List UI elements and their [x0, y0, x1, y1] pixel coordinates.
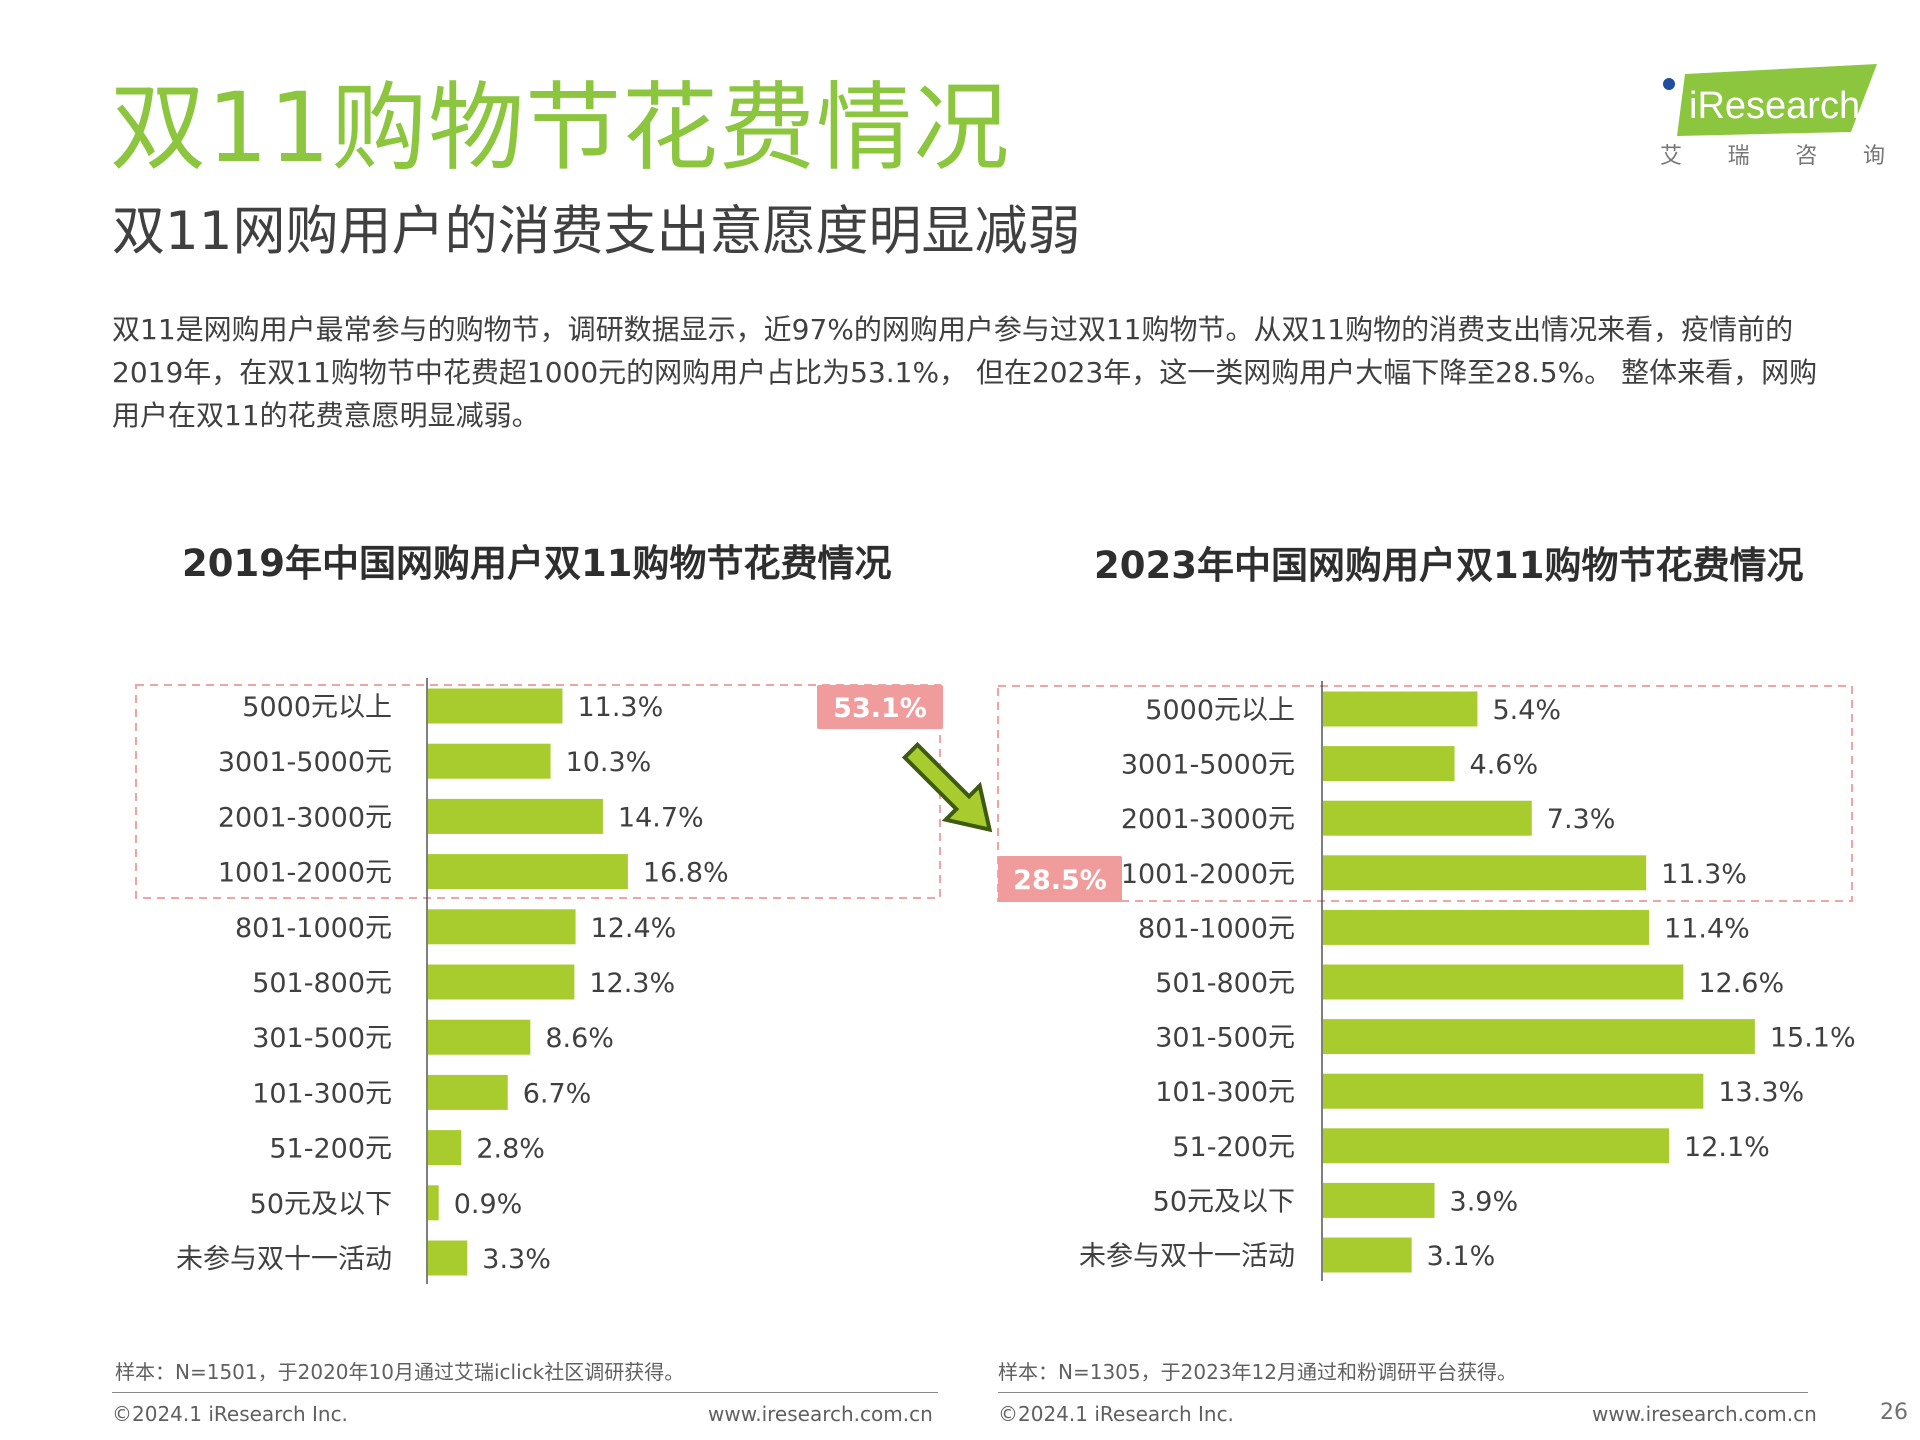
bar-2019: [428, 1019, 531, 1055]
logo-sub-char: 艾: [1660, 144, 1683, 169]
category-label-2019: 5000元以上: [242, 692, 392, 723]
logo-banner: [1677, 64, 1877, 136]
logo-sub-char: 瑞: [1727, 144, 1750, 169]
value-label-2023: 3.1%: [1427, 1241, 1496, 1272]
bar-2019: [428, 743, 551, 779]
category-label-2023: 2001-3000元: [1121, 804, 1295, 835]
logo-sub-char: 询: [1862, 144, 1885, 169]
logo-brand-text: iResearch: [1689, 85, 1860, 127]
bar-2023: [1323, 909, 1650, 945]
category-label-2023: 501-800元: [1155, 968, 1295, 999]
footer-divider-right: [998, 1392, 1808, 1393]
category-label-2019: 501-800元: [252, 968, 392, 999]
footer-copyright-left: ©2024.1 iResearch Inc.: [112, 1402, 348, 1426]
chart-title-2023: 2023年中国网购用户双11购物节花费情况: [1094, 544, 1804, 587]
value-label-2023: 11.4%: [1664, 913, 1750, 944]
value-label-2023: 12.6%: [1698, 968, 1784, 999]
decline-arrow-shape: [901, 741, 993, 833]
category-label-2019: 3001-5000元: [218, 747, 392, 778]
category-label-2019: 301-500元: [252, 1023, 392, 1054]
bar-2019: [428, 1185, 439, 1221]
category-label-2019: 801-1000元: [235, 913, 392, 944]
value-label-2019: 11.3%: [577, 692, 663, 723]
category-label-2019: 2001-3000元: [218, 802, 392, 833]
bar-2023: [1323, 691, 1478, 727]
bar-2023: [1323, 800, 1532, 836]
footer-divider-left: [112, 1392, 938, 1393]
value-label-2019: 8.6%: [545, 1023, 614, 1054]
bar-2019: [428, 909, 576, 945]
page-title: 双11购物节花费情况: [110, 72, 1011, 184]
bar-2019: [428, 854, 628, 890]
value-label-2023: 5.4%: [1492, 695, 1561, 726]
sample-note-2019: 样本：N=1501，于2020年10月通过艾瑞iclick社区调研获得。: [115, 1360, 685, 1384]
page-subtitle: 双11网购用户的消费支出意愿度明显减弱: [112, 201, 1081, 262]
bar-2019: [428, 964, 575, 1000]
bar-2023: [1323, 1073, 1704, 1109]
highlight-box-2023: [997, 685, 1853, 902]
value-label-2023: 12.1%: [1684, 1132, 1770, 1163]
footer-url-left: www.iresearch.com.cn: [708, 1402, 933, 1426]
value-label-2023: 4.6%: [1470, 750, 1539, 781]
bar-2023: [1323, 1128, 1670, 1164]
category-label-2019: 1001-2000元: [218, 858, 392, 889]
highlight-badge-2019: [817, 685, 943, 729]
category-label-2023: 301-500元: [1155, 1023, 1295, 1054]
category-label-2023: 1001-2000元: [1121, 859, 1295, 890]
bar-2023: [1323, 1019, 1755, 1055]
value-label-2019: 3.3%: [482, 1244, 551, 1275]
highlight-badge-label-2019: 53.1%: [833, 693, 927, 724]
bar-2019: [428, 798, 603, 834]
logo-sub-char: 咨: [1795, 144, 1818, 169]
iresearch-logo: iResearch: [1663, 64, 1877, 136]
logo-subtitle: 艾 瑞 咨 询: [1660, 138, 1885, 170]
highlight-badge-label-2023: 28.5%: [1013, 865, 1107, 896]
bar-2023: [1323, 855, 1647, 891]
bar-2023: [1323, 1182, 1435, 1218]
value-label-2019: 12.3%: [589, 968, 675, 999]
category-label-2023: 801-1000元: [1138, 913, 1295, 944]
value-label-2019: 6.7%: [523, 1078, 592, 1109]
sample-note-2023: 样本：N=1305，于2023年12月通过和粉调研平台获得。: [998, 1360, 1517, 1384]
value-label-2019: 16.8%: [643, 858, 729, 889]
value-label-2019: 12.4%: [591, 913, 677, 944]
bar-2019: [428, 1130, 462, 1166]
value-label-2019: 2.8%: [476, 1134, 545, 1165]
page-number: 26: [1880, 1400, 1908, 1425]
chart-title-2019: 2019年中国网购用户双11购物节花费情况: [182, 542, 892, 585]
category-label-2023: 3001-5000元: [1121, 750, 1295, 781]
category-label-2019: 未参与双十一活动: [176, 1244, 392, 1275]
bar-2023: [1323, 746, 1455, 782]
category-label-2023: 5000元以上: [1145, 695, 1295, 726]
category-label-2023: 51-200元: [1172, 1132, 1295, 1163]
bar-2019: [428, 688, 563, 724]
highlight-badge-2023: [998, 856, 1122, 902]
footer-copyright-right: ©2024.1 iResearch Inc.: [998, 1402, 1234, 1426]
charts-svg: 5000元以上 11.3% 3001-5000元 10.3% 2001-3000元 14.…: [135, 678, 1856, 1284]
value-label-2023: 3.9%: [1450, 1186, 1519, 1217]
category-label-2019: 50元及以下: [250, 1189, 392, 1220]
value-label-2023: 15.1%: [1770, 1023, 1856, 1054]
logo-dot: [1663, 78, 1675, 90]
value-label-2023: 13.3%: [1718, 1077, 1804, 1108]
category-label-2023: 50元及以下: [1153, 1186, 1295, 1217]
bar-2019: [428, 1074, 508, 1110]
category-label-2023: 未参与双十一活动: [1079, 1241, 1295, 1272]
decline-arrow-icon: [901, 741, 993, 833]
category-label-2019: 51-200元: [269, 1134, 392, 1165]
footer-url-right: www.iresearch.com.cn: [1592, 1402, 1817, 1426]
value-label-2019: 14.7%: [618, 802, 704, 833]
value-label-2019: 0.9%: [454, 1189, 523, 1220]
category-label-2019: 101-300元: [252, 1078, 392, 1109]
value-label-2023: 11.3%: [1661, 859, 1747, 890]
bar-2023: [1323, 964, 1684, 1000]
intro-paragraph: 双11是网购用户最常参与的购物节，调研数据显示，近97%的网购用户参与过双11购…: [112, 313, 1818, 432]
bar-2019: [428, 1240, 468, 1276]
category-label-2023: 101-300元: [1155, 1077, 1295, 1108]
value-label-2019: 10.3%: [566, 747, 652, 778]
value-label-2023: 7.3%: [1547, 804, 1616, 835]
bar-2023: [1323, 1237, 1412, 1273]
